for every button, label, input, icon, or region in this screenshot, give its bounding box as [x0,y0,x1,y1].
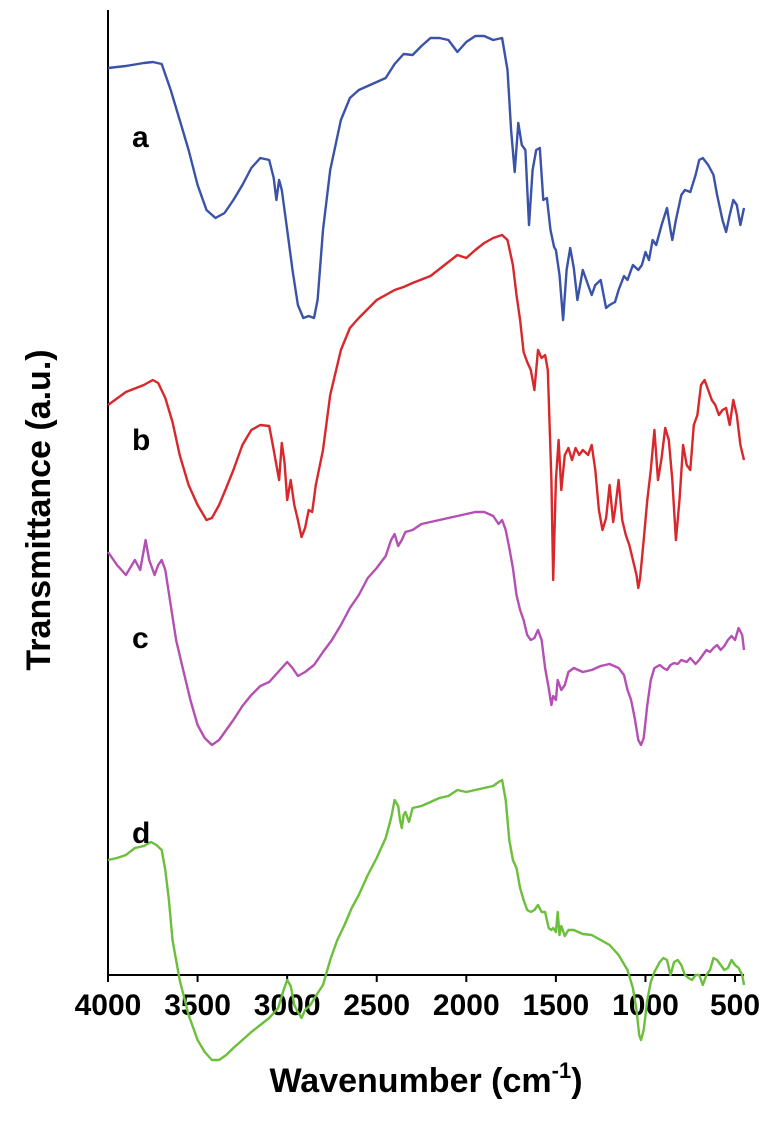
series-label-a: a [132,121,149,154]
x-tick-label: 4000 [75,989,142,1022]
series-line-d [107,778,746,1062]
series-lines [107,34,746,1062]
series-labels: a b c d [132,121,150,850]
x-tick-label: 2500 [343,989,410,1022]
x-tick-label: 500 [710,989,760,1022]
x-axis-title: Wavenumber (cm-1) [269,1058,582,1100]
series-label-d: d [132,817,150,850]
series-line-c [107,510,746,747]
series-line-a [107,34,746,322]
x-ticks: 4000 3500 3000 2500 2000 1500 1000 500 [75,975,760,1022]
x-tick-label: 3500 [164,989,231,1022]
series-label-b: b [132,424,150,457]
x-tick-label: 2000 [433,989,500,1022]
series-line-b [107,233,746,590]
y-axis-title: Transmittance (a.u.) [20,349,58,670]
series-label-c: c [132,622,149,655]
x-tick-label: 1500 [523,989,590,1022]
